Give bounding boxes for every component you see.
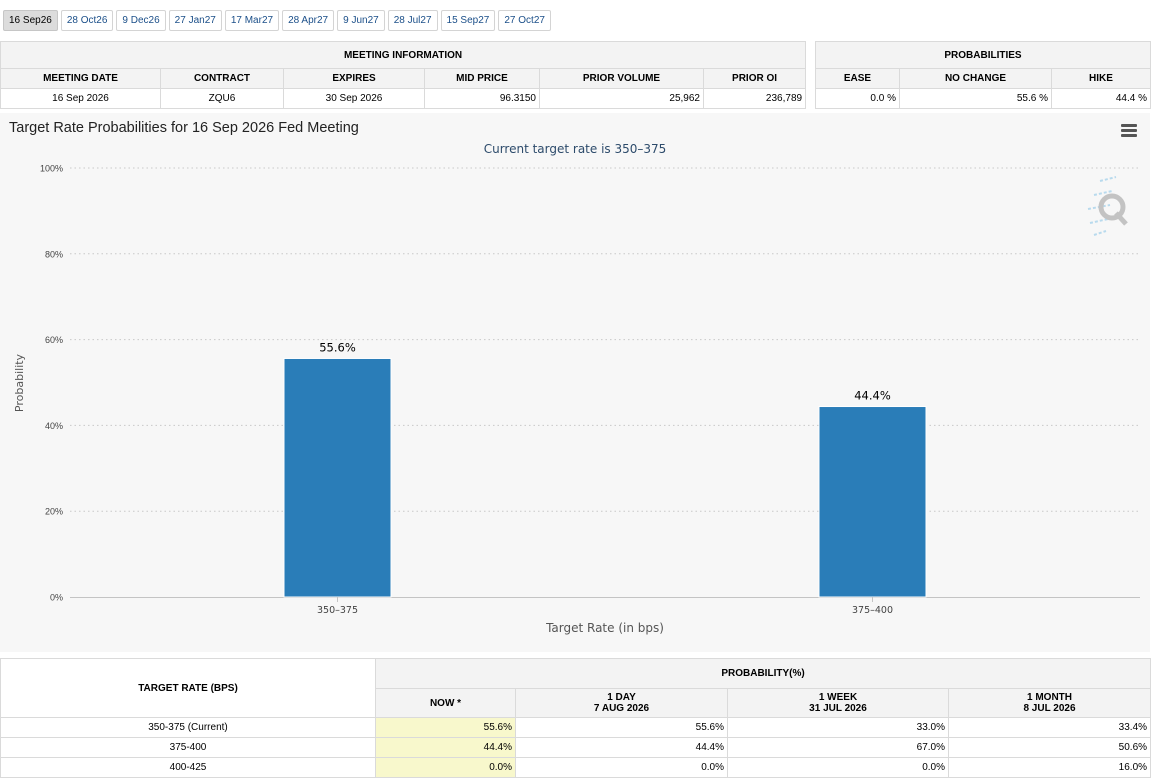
one-day-cell: 55.6% <box>515 717 728 738</box>
q-logo-icon <box>1087 176 1128 236</box>
meeting-information-table: MEETING INFORMATION MEETING DATE CONTRAC… <box>0 41 807 109</box>
target-rate-cell: 400-425 <box>0 757 376 778</box>
tab-meeting-9[interactable]: 27 Oct27 <box>498 10 551 31</box>
chart-canvas: 0% 20% 40% 60% 80% 100% 55.6% 350–375 44.4% 375–4… <box>13 164 1140 635</box>
tab-meeting-6[interactable]: 9 Jun27 <box>337 10 385 31</box>
col-header-target-rate: TARGET RATE (BPS) <box>0 658 376 718</box>
y-tick-label: 0% <box>50 593 63 603</box>
col-header-no-change: NO CHANGE <box>899 68 1052 89</box>
col-header-contract: CONTRACT <box>160 68 284 89</box>
col-header-now: NOW * <box>375 688 516 718</box>
y-tick-label: 40% <box>45 421 63 431</box>
x-tick-label: 375–400 <box>852 605 893 616</box>
chart-title: Target Rate Probabilities for 16 Sep 202… <box>9 120 359 136</box>
tab-meeting-7[interactable]: 28 Jul27 <box>387 10 438 31</box>
y-tick-label: 80% <box>45 249 63 259</box>
tab-meeting-0[interactable]: 16 Sep26 <box>3 10 58 31</box>
col-header-prior-oi: PRIOR OI <box>702 68 807 89</box>
meeting-date-value: 16 Sep 2026 <box>0 88 161 109</box>
col-header-1-week: 1 WEEK 31 JUL 2026 <box>727 688 949 718</box>
bar <box>283 357 392 598</box>
probabilities-table: PROBABILITIES EASE NO CHANGE HIKE 0.0 % … <box>815 41 1151 109</box>
col-header-1-day: 1 DAY 7 AUG 2026 <box>515 688 728 718</box>
chart-subtitle: Current target rate is 350–375 <box>483 142 667 156</box>
tab-meeting-1[interactable]: 28 Oct26 <box>60 10 114 31</box>
target-rate-cell: 375-400 <box>0 737 376 758</box>
ease-value: 0.0 % <box>815 88 900 109</box>
prior-oi-value: 236,789 <box>702 88 807 109</box>
one-month-cell: 16.0% <box>947 757 1152 778</box>
probability-history-table: TARGET RATE (BPS) PROBABILITY(%) NOW * 1… <box>0 658 1152 778</box>
tab-meeting-2[interactable]: 9 Dec26 <box>116 10 166 31</box>
col-header-ease: EASE <box>815 68 900 89</box>
meeting-information-title: MEETING INFORMATION <box>0 41 807 69</box>
y-tick-label: 20% <box>45 507 63 517</box>
y-tick-label: 60% <box>45 335 63 345</box>
one-day-cell: 0.0% <box>515 757 728 778</box>
bar-data-label: 44.4% <box>854 389 891 403</box>
one-week-cell: 33.0% <box>727 717 949 738</box>
tab-meeting-5[interactable]: 28 Apr27 <box>282 10 335 31</box>
col-header-prior-volume: PRIOR VOLUME <box>539 68 704 89</box>
probability-group-header: PROBABILITY(%) <box>374 658 1152 689</box>
col-header-1-month: 1 MONTH 8 JUL 2026 <box>947 688 1152 718</box>
contract-value: ZQU6 <box>160 88 284 109</box>
probability-chart: 0% 20% 40% 60% 80% 100% 55.6% 350–375 44.4% 375–4… <box>0 113 1150 652</box>
col-header-expires: EXPIRES <box>283 68 425 89</box>
col-header-meeting-date: MEETING DATE <box>0 68 161 89</box>
hamburger-menu-icon[interactable] <box>1121 124 1137 138</box>
y-axis-title: Probability <box>13 353 26 412</box>
no-change-value: 55.6 % <box>899 88 1052 109</box>
table-row: 400-425 0.0% 0.0% 0.0% 16.0% <box>0 757 1152 778</box>
one-day-cell: 44.4% <box>515 737 728 758</box>
mid-price-value: 96.3150 <box>424 88 540 109</box>
x-tick-label: 350–375 <box>317 605 358 616</box>
x-axis-title: Target Rate (in bps) <box>545 621 664 635</box>
now-cell: 55.6% <box>375 717 516 738</box>
one-month-cell: 33.4% <box>947 717 1152 738</box>
tab-meeting-8[interactable]: 15 Sep27 <box>440 10 496 31</box>
col-header-hike: HIKE <box>1051 68 1151 89</box>
now-cell: 0.0% <box>375 757 516 778</box>
y-tick-label: 100% <box>40 164 63 174</box>
prior-volume-value: 25,962 <box>539 88 704 109</box>
expires-value: 30 Sep 2026 <box>283 88 425 109</box>
meeting-tabs: 16 Sep26 28 Oct26 9 Dec26 27 Jan27 17 Ma… <box>3 10 551 31</box>
col-header-mid-price: MID PRICE <box>424 68 540 89</box>
tab-meeting-4[interactable]: 17 Mar27 <box>224 10 280 31</box>
now-cell: 44.4% <box>375 737 516 758</box>
tab-meeting-3[interactable]: 27 Jan27 <box>168 10 222 31</box>
hike-value: 44.4 % <box>1051 88 1151 109</box>
probabilities-title: PROBABILITIES <box>815 41 1151 69</box>
one-month-cell: 50.6% <box>947 737 1152 758</box>
one-week-cell: 67.0% <box>727 737 949 758</box>
table-row: 350-375 (Current) 55.6% 55.6% 33.0% 33.4… <box>0 717 1152 738</box>
bar-data-label: 55.6% <box>319 340 356 354</box>
target-rate-cell: 350-375 (Current) <box>0 717 376 738</box>
one-week-cell: 0.0% <box>727 757 949 778</box>
table-row: 375-400 44.4% 44.4% 67.0% 50.6% <box>0 737 1152 758</box>
bar <box>818 406 927 598</box>
